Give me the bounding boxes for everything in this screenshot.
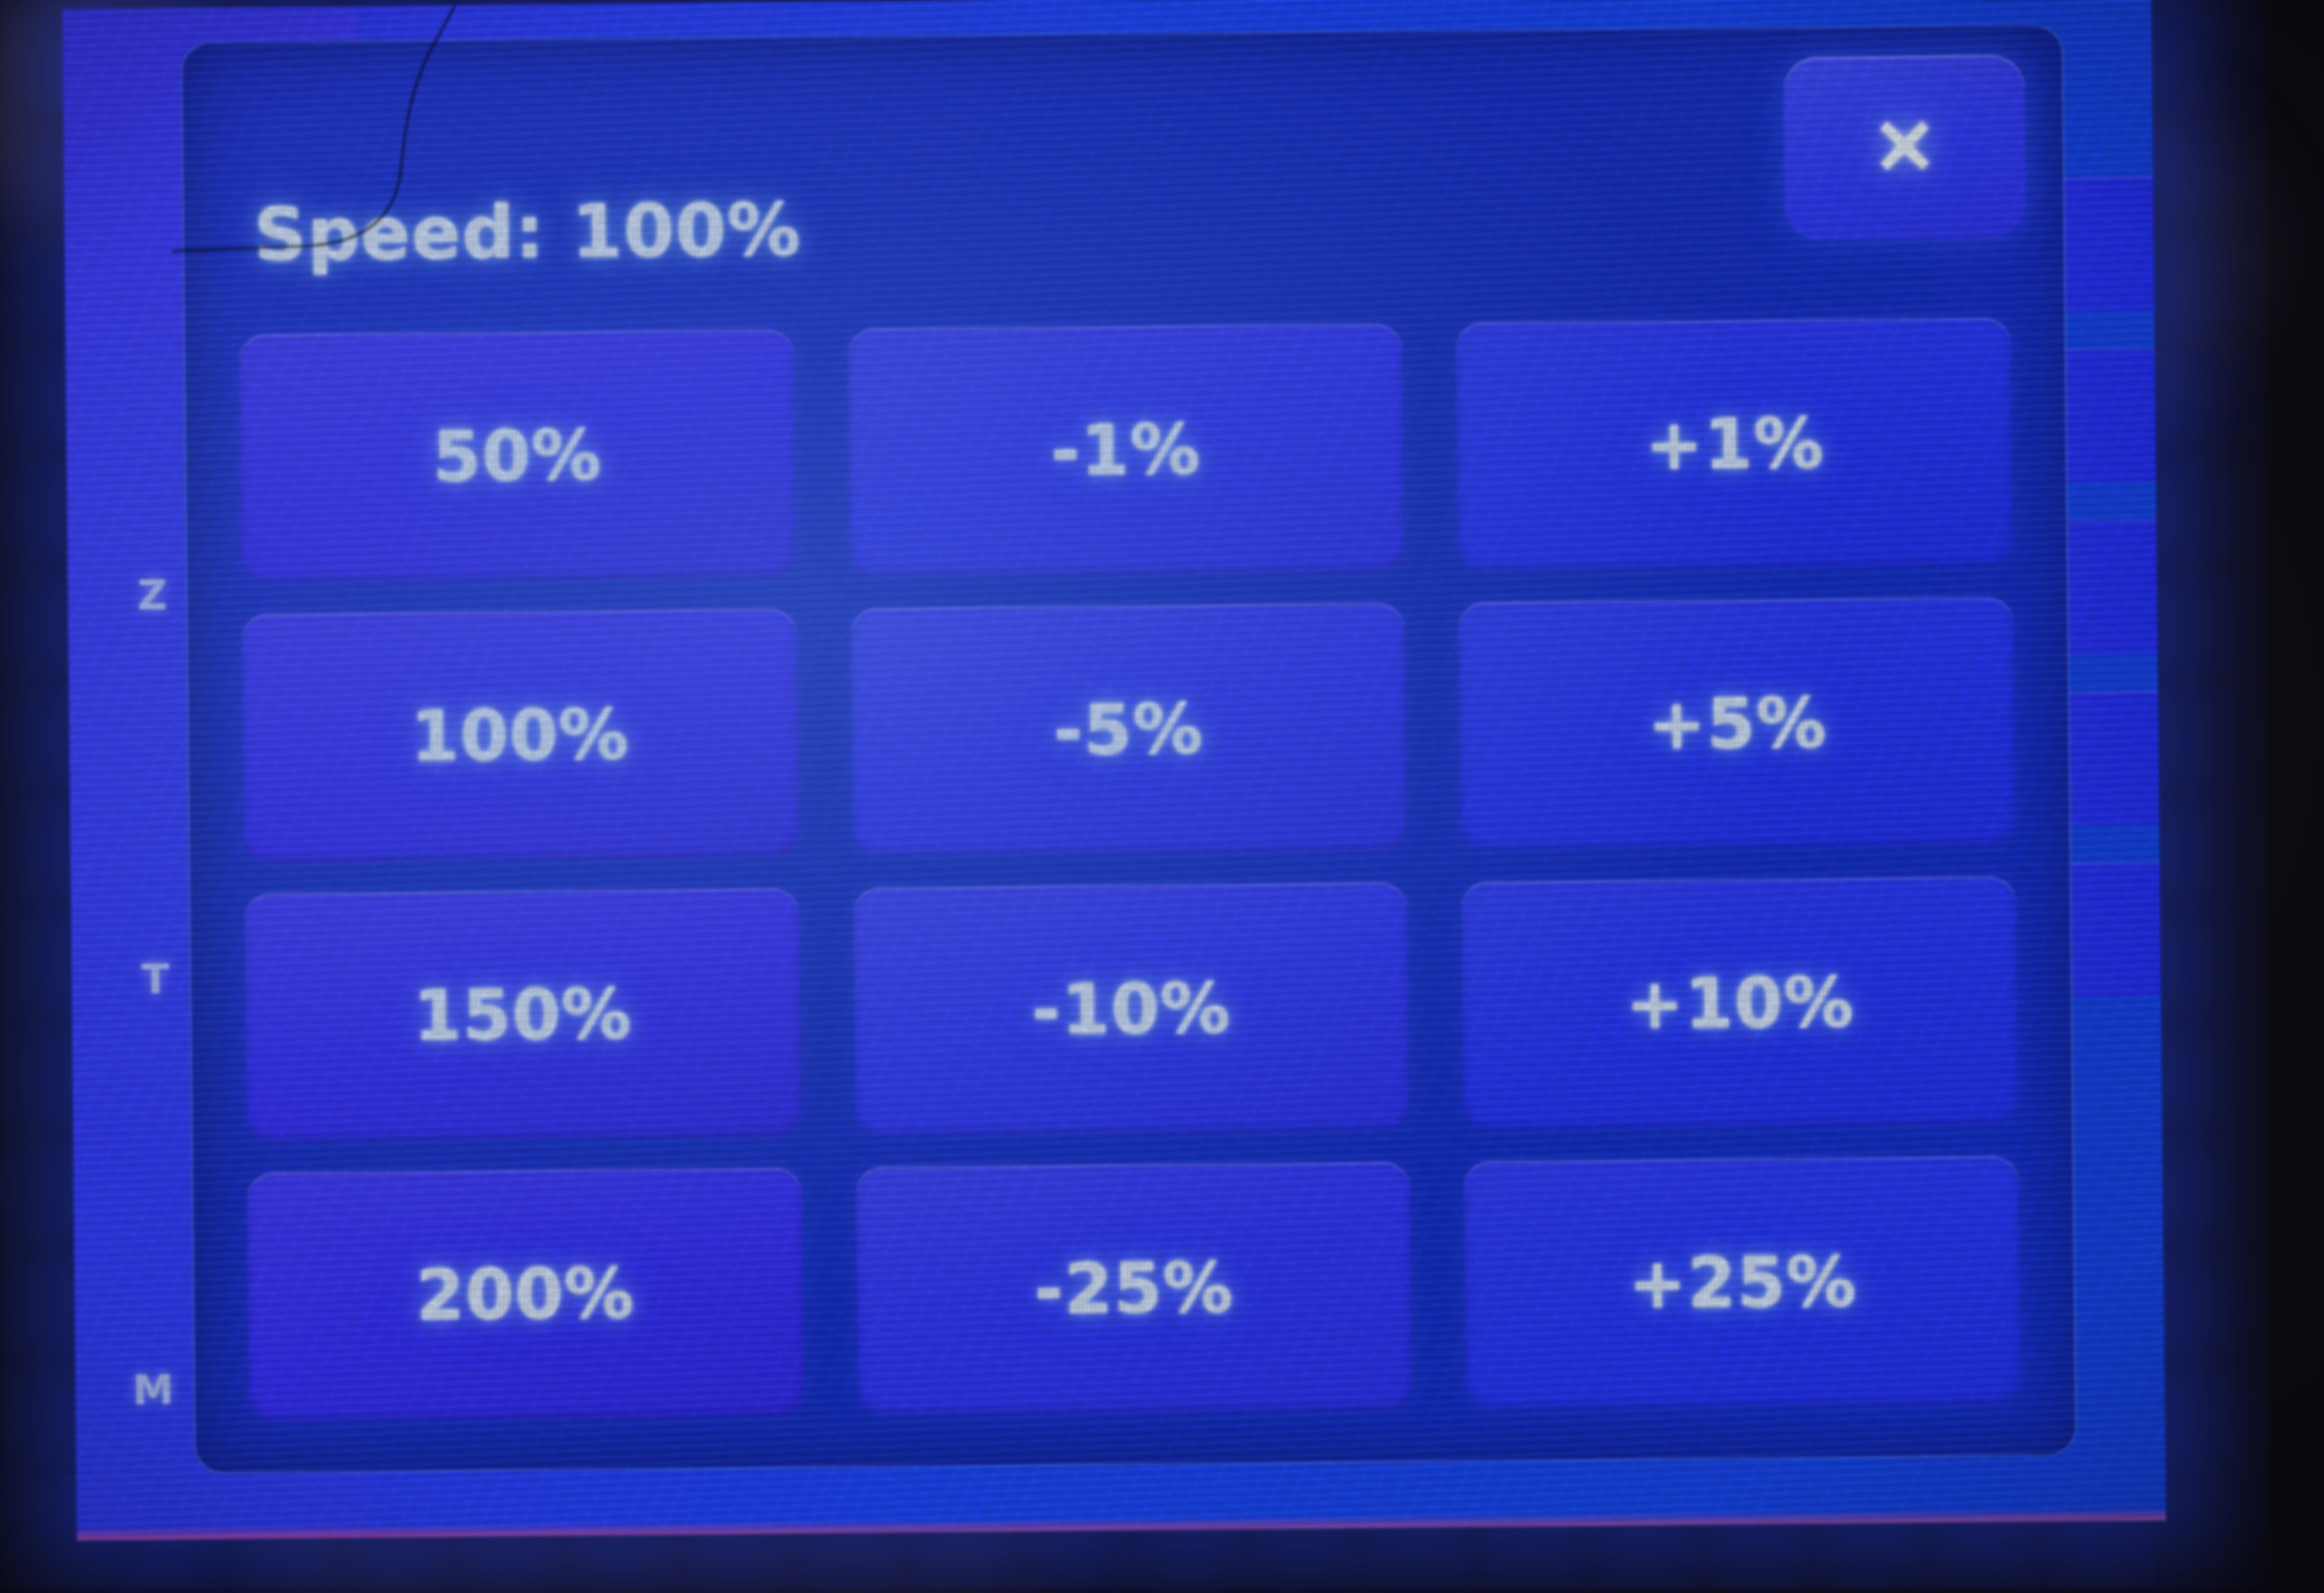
speed-preset-150[interactable]: 150%: [244, 888, 802, 1143]
speed-button-grid: 50% -1% +1% 100% -5% +5% 150% -10% +10% …: [226, 317, 2034, 1422]
speed-decrement-5[interactable]: -5%: [849, 602, 1408, 857]
speed-preset-100[interactable]: 100%: [241, 608, 799, 863]
sidebar-label-m: M: [132, 1365, 175, 1414]
speed-decrement-1[interactable]: -1%: [846, 322, 1405, 578]
sidebar-label-t: T: [140, 955, 171, 1004]
dialog-header: Speed: 100% ✕: [182, 26, 2064, 338]
speed-dialog: Speed: 100% ✕ 50% -1% +1% 100% -5% +5% 1…: [180, 23, 2078, 1474]
speed-increment-1[interactable]: +1%: [1455, 317, 2013, 572]
speed-increment-25[interactable]: +25%: [1463, 1155, 2021, 1411]
lcd-screen: Z T M Speed: 100% ✕ 50% -1% +1% 1: [62, 0, 2167, 1541]
speed-decrement-10[interactable]: -10%: [852, 881, 1411, 1137]
speed-preset-200[interactable]: 200%: [246, 1167, 804, 1422]
close-icon: ✕: [1871, 104, 1937, 191]
speed-preset-50[interactable]: 50%: [238, 329, 796, 584]
speed-decrement-25[interactable]: -25%: [854, 1161, 1413, 1416]
speed-increment-5[interactable]: +5%: [1458, 596, 2016, 852]
speed-increment-10[interactable]: +10%: [1461, 876, 2019, 1131]
sidebar-label-z: Z: [137, 571, 169, 620]
page-title: Speed: 100%: [253, 188, 803, 279]
close-button[interactable]: ✕: [1783, 54, 2027, 240]
